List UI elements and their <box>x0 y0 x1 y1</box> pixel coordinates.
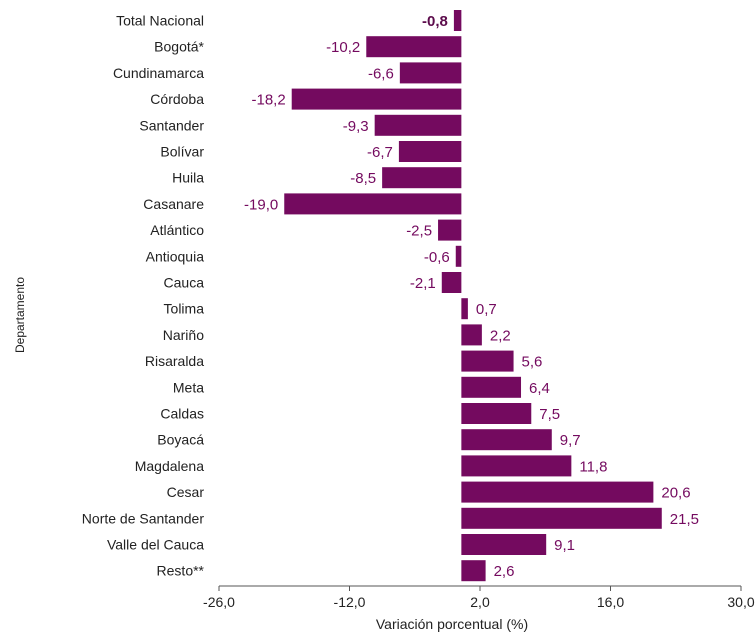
category-label-cesar: Cesar <box>167 484 205 500</box>
value-label-tolima: 0,7 <box>476 301 497 318</box>
category-label-tolima: Tolima <box>164 301 205 317</box>
value-label-cauca: -2,1 <box>410 275 436 292</box>
y-axis-title: Departamento <box>13 277 27 353</box>
category-label-total-nacional: Total Nacional <box>116 13 204 29</box>
value-label-cesar: 20,6 <box>661 485 690 502</box>
bar-cesar <box>461 481 654 503</box>
bar-valle-del-cauca <box>461 534 547 555</box>
value-label-huila: -8,5 <box>350 170 376 187</box>
category-label-norte-de-santander: Norte de Santander <box>82 510 205 526</box>
bar-norte-de-santander <box>461 507 662 529</box>
value-label-meta: 6,4 <box>529 380 550 397</box>
category-label-bogota: Bogotá* <box>154 39 204 55</box>
bar-boyaca <box>461 429 552 451</box>
value-label-norte-de-santander: 21,5 <box>670 511 699 528</box>
category-label-valle-del-cauca: Valle del Cauca <box>107 537 204 553</box>
bar-casanare <box>284 193 462 215</box>
x-tick-label-0: -26,0 <box>203 594 235 610</box>
x-tick-label-3: 16,0 <box>597 594 624 610</box>
bar-total-nacional <box>453 10 462 31</box>
bar-meta <box>461 376 522 398</box>
bar-risaralda <box>461 350 514 372</box>
value-label-cordoba: -18,2 <box>252 92 286 109</box>
value-label-santander: -9,3 <box>343 118 369 135</box>
category-label-narino: Nariño <box>163 327 204 343</box>
x-tick-label-4: 30,0 <box>727 594 754 610</box>
value-label-magdalena: 11,8 <box>579 458 607 475</box>
bar-bolivar <box>398 141 462 162</box>
bar-caldas <box>461 403 532 424</box>
value-label-valle-del-cauca: 9,1 <box>554 537 575 554</box>
category-label-antioquia: Antioquia <box>146 248 205 264</box>
category-label-meta: Meta <box>173 379 204 395</box>
category-label-magdalena: Magdalena <box>135 458 204 474</box>
value-label-total-nacional: -0,8 <box>422 13 448 30</box>
bar-resto <box>461 560 486 582</box>
value-label-atlantico: -2,5 <box>406 223 432 240</box>
bar-bogota <box>366 36 462 58</box>
category-label-cundinamarca: Cundinamarca <box>113 65 204 81</box>
bar-antioquia <box>455 245 462 267</box>
x-tick-label-1: -12,0 <box>334 594 366 610</box>
category-label-caldas: Caldas <box>160 406 204 422</box>
value-label-bolivar: -6,7 <box>367 144 393 161</box>
value-label-narino: 2,2 <box>490 327 511 344</box>
category-label-casanare: Casanare <box>143 196 204 212</box>
value-label-casanare: -19,0 <box>244 196 278 213</box>
category-label-cordoba: Córdoba <box>150 91 204 107</box>
x-tick-label-2: 2,0 <box>470 594 490 610</box>
x-axis: -26,0 -12,0 2,0 16,0 30,0 <box>203 585 755 610</box>
category-label-boyaca: Boyacá <box>157 432 204 448</box>
value-label-cundinamarca: -6,6 <box>368 65 394 82</box>
value-label-boyaca: 9,7 <box>560 432 581 449</box>
bar-huila <box>382 167 462 189</box>
bar-magdalena <box>461 455 572 477</box>
bar-narino <box>461 324 482 346</box>
bar-cordoba <box>291 88 462 110</box>
value-label-risaralda: 5,6 <box>522 354 543 371</box>
bar-tolima <box>461 298 468 320</box>
category-label-resto: Resto** <box>157 563 205 579</box>
value-label-resto: 2,6 <box>494 563 515 580</box>
category-label-santander: Santander <box>139 117 204 133</box>
value-label-caldas: 7,5 <box>539 406 560 423</box>
bar-cauca <box>441 272 462 293</box>
bar-santander <box>374 114 462 136</box>
bar-atlantico <box>438 219 462 241</box>
category-label-bolivar: Bolívar <box>160 144 204 160</box>
value-labels-group: -0,8 -10,2 -6,6 -18,2 -9,3 -6,7 -8,5 -19,0 -2,5 -… <box>244 13 699 580</box>
category-label-huila: Huila <box>172 170 204 186</box>
category-label-risaralda: Risaralda <box>145 353 204 369</box>
category-label-atlantico: Atlántico <box>150 222 204 238</box>
category-label-cauca: Cauca <box>164 275 205 291</box>
value-label-antioquia: -0,6 <box>424 249 450 266</box>
x-axis-title: Variación porcentual (%) <box>376 616 528 632</box>
bars-group <box>284 10 662 582</box>
bar-cundinamarca <box>399 62 462 84</box>
value-label-bogota: -10,2 <box>326 39 360 56</box>
category-labels-group: Total Nacional Bogotá* Cundinamarca Córdoba… <box>82 13 205 579</box>
